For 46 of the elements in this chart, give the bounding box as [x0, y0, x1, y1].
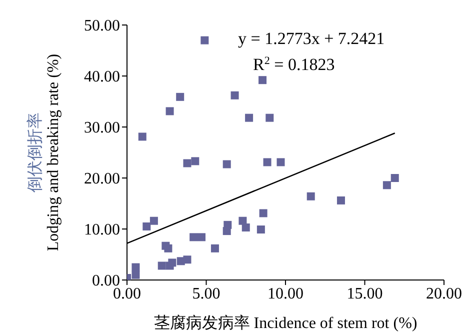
point [164, 244, 172, 252]
point [142, 222, 151, 230]
point [150, 216, 158, 225]
point [224, 220, 232, 229]
point [168, 258, 176, 267]
point [132, 263, 140, 272]
point [200, 36, 209, 44]
point [138, 132, 146, 141]
annotation: R$^{2}$ = 0.1823 [253, 55, 335, 74]
point [166, 107, 174, 116]
point [276, 158, 285, 166]
x-tick-label: 10.00 [268, 285, 304, 302]
point [197, 233, 206, 242]
y-axis-title: 倒伏倒折率 Lodging and breaking rate (%) [26, 54, 62, 252]
annotation: y = 1.2773x + 7.2421 [238, 29, 385, 48]
point [242, 223, 250, 232]
point [230, 91, 239, 100]
point [183, 256, 192, 264]
y-tick-label: 20.00 [84, 170, 120, 188]
point [306, 192, 315, 200]
x-axis-title: 茎腐病发病率 Incidence of stem rot (%) [154, 314, 418, 332]
x-tick-label: 15.00 [346, 285, 383, 302]
point [132, 270, 140, 279]
y-tick-label: 30.00 [84, 120, 120, 137]
point [191, 157, 200, 166]
y-tick-label: 10.00 [84, 222, 120, 239]
x-tick-label: 0.00 [113, 285, 141, 302]
y-tick-label: 40.00 [84, 68, 120, 86]
point [183, 159, 192, 168]
point [259, 209, 268, 218]
point [258, 76, 267, 84]
y-tick-label: 50.00 [84, 18, 120, 35]
x-tick-label: 5.00 [192, 285, 220, 302]
point [263, 158, 272, 166]
point [245, 114, 254, 122]
point [336, 196, 345, 204]
point [176, 92, 184, 101]
point [390, 174, 399, 182]
x-tick-label: 20.00 [426, 285, 462, 302]
point [222, 160, 231, 168]
point [158, 262, 166, 270]
point [382, 181, 391, 190]
point [190, 233, 198, 242]
point [210, 244, 219, 252]
point [266, 114, 274, 122]
point [256, 226, 265, 234]
